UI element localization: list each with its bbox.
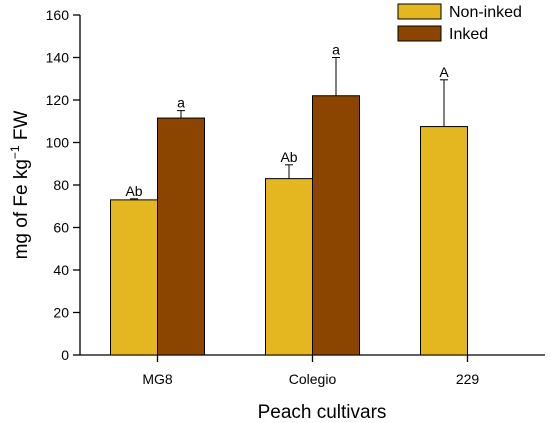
significance-label: Ab: [280, 149, 297, 165]
y-axis-title-main: mg of Fe kg: [11, 159, 32, 259]
significance-label: a: [332, 42, 340, 58]
legend-swatch: [397, 25, 442, 42]
significance-label: Ab: [125, 183, 142, 199]
bar: [420, 126, 468, 356]
x-tick-label: MG8: [142, 371, 173, 387]
y-tick-label: 40: [53, 262, 69, 278]
x-axis: MG8 Colegio 229: [80, 354, 545, 387]
x-axis-title: Peach cultivars: [258, 402, 387, 423]
y-tick-label: 120: [46, 92, 70, 108]
y-axis: 0 20 40 60 80 100 120 140 160: [46, 7, 81, 363]
legend-label: Inked: [449, 26, 488, 43]
bar: [265, 178, 313, 356]
bar: [312, 95, 360, 356]
legend-label: Non-inked: [449, 4, 522, 21]
y-tick-label: 100: [46, 135, 70, 151]
error-bars-group: [130, 57, 448, 200]
y-tick-label: 0: [61, 347, 69, 363]
y-tick-label: 60: [53, 220, 69, 236]
y-axis-title-superscript: −1: [8, 145, 22, 159]
y-tick-label: 20: [53, 305, 69, 321]
legend: Non-inked Inked: [397, 3, 522, 43]
bars-group: [110, 95, 468, 356]
significance-labels-group: Ab a Ab a A: [125, 42, 449, 199]
significance-label: A: [439, 64, 449, 80]
y-tick-label: 140: [46, 50, 70, 66]
legend-swatch: [397, 3, 442, 20]
x-tick-label: 229: [456, 371, 480, 387]
bar: [157, 117, 205, 356]
significance-label: a: [177, 95, 185, 111]
y-tick-label: 80: [53, 177, 69, 193]
y-axis-title-unit: FW: [11, 111, 32, 146]
y-axis-title: mg of Fe kg−1 FW: [8, 111, 32, 260]
bar: [110, 199, 158, 356]
x-tick-label: Colegio: [289, 371, 337, 387]
y-tick-label: 160: [46, 7, 70, 23]
